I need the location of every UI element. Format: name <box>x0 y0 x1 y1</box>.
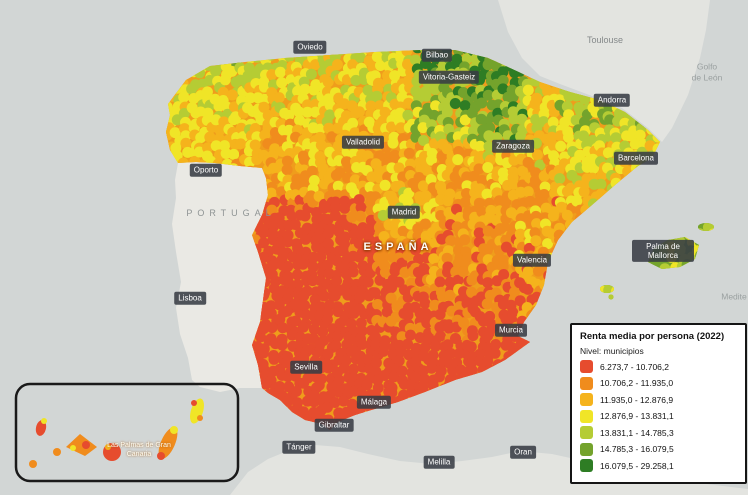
legend-row: 10.706,2 - 11.935,0 <box>580 376 737 390</box>
legend-swatch <box>580 360 593 373</box>
legend-range-label: 13.831,1 - 14.785,3 <box>600 427 674 438</box>
legend-row: 16.079,5 - 29.258,1 <box>580 459 737 472</box>
legend-range-label: 14.785,3 - 16.079,5 <box>600 444 674 454</box>
legend-range-label: 6.273,7 - 10.706,2 <box>600 361 670 372</box>
legend-rows: 6.273,7 - 10.706,2 10.706,2 - 11.935,0 11.… <box>580 360 737 472</box>
portugal-landmass <box>172 162 268 392</box>
legend-subtitle: Nivel: municipios <box>580 346 644 356</box>
legend-panel: Renta media por persona (2022) Nivel: mu… <box>570 323 747 484</box>
legend-swatch <box>580 376 593 390</box>
legend-swatch <box>580 409 593 423</box>
france-landmass <box>498 0 710 142</box>
legend-swatch <box>580 442 593 456</box>
legend-row: 11.935,0 - 12.876,9 <box>580 393 737 406</box>
legend-range-label: 12.876,9 - 13.831,1 <box>600 411 674 421</box>
legend-swatch <box>580 426 593 439</box>
legend-row: 14.785,3 - 16.079,5 <box>580 442 737 456</box>
legend-row: 13.831,1 - 14.785,3 <box>580 426 737 439</box>
legend-row: 12.876,9 - 13.831,1 <box>580 409 737 423</box>
legend-range-label: 11.935,0 - 12.876,9 <box>600 394 674 405</box>
legend-range-label: 10.706,2 - 11.935,0 <box>600 378 674 388</box>
legend-swatch <box>580 393 593 406</box>
legend-swatch <box>580 459 593 472</box>
canary-inset-frame <box>14 382 240 483</box>
canary-islands-group <box>29 398 204 468</box>
legend-range-label: 16.079,5 - 29.258,1 <box>600 460 674 471</box>
legend-title: Renta media por persona (2022) <box>580 331 725 342</box>
legend-row: 6.273,7 - 10.706,2 <box>580 360 737 373</box>
